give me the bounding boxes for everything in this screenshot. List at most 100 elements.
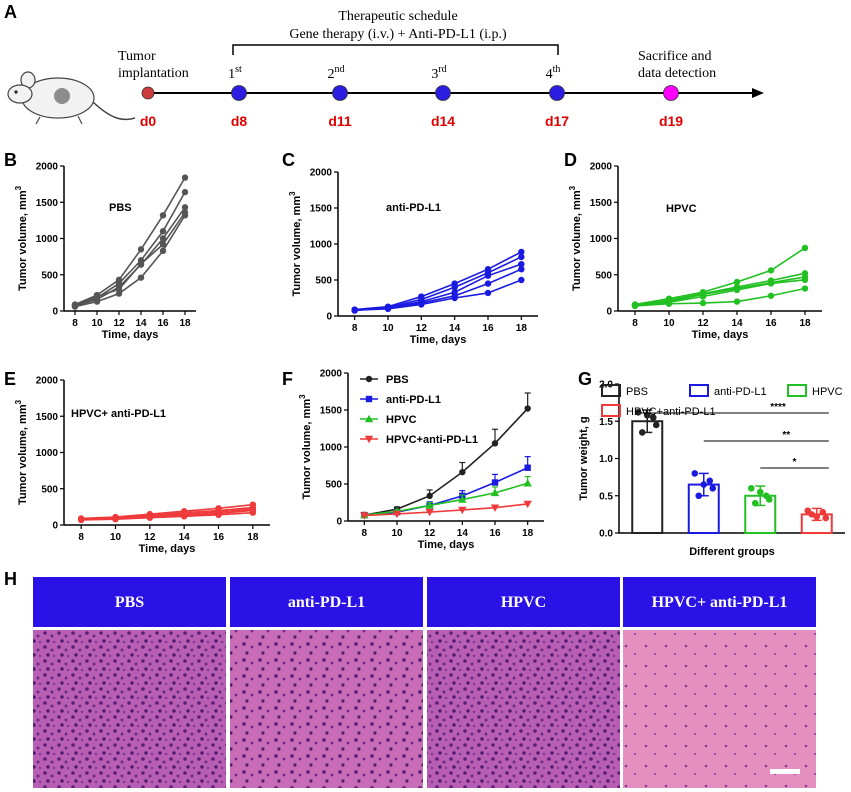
series-line-1 bbox=[634, 272, 806, 306]
timeline-dot-d17 bbox=[549, 85, 565, 101]
dose-labels: 1st 2nd 3rd 4th bbox=[228, 64, 560, 82]
legend-label: HPVC+anti-PD-L1 bbox=[626, 406, 716, 418]
y-tick-label: 1000 bbox=[320, 443, 343, 454]
y-tick-label: 0 bbox=[336, 517, 342, 528]
y-tick-label: 1000 bbox=[36, 234, 59, 245]
data-point bbox=[665, 300, 673, 307]
day-label-d14: d14 bbox=[431, 113, 455, 129]
series-line-4 bbox=[81, 511, 253, 521]
y-tick-label: 0 bbox=[326, 312, 332, 323]
data-point bbox=[801, 244, 809, 252]
legend-label: HPVC+anti-PD-L1 bbox=[386, 434, 478, 446]
data-point bbox=[523, 500, 532, 509]
legend-marker bbox=[364, 435, 374, 444]
y-tick-label: 1500 bbox=[36, 412, 59, 423]
day-label-d0: d0 bbox=[140, 113, 157, 129]
data-point bbox=[518, 266, 525, 273]
chart-e: 0 500 1000 1500 2000 8 10 12 14 16 18 Time, days Tum… bbox=[14, 376, 270, 555]
data-point bbox=[524, 464, 531, 471]
data-point bbox=[652, 421, 660, 429]
x-tick-label: 18 bbox=[799, 318, 811, 329]
y-tick-label: 2000 bbox=[310, 168, 333, 179]
x-tick-label: 12 bbox=[424, 528, 436, 539]
series-line-4 bbox=[634, 287, 806, 307]
data-point bbox=[490, 488, 500, 497]
data-point bbox=[159, 212, 167, 219]
data-point bbox=[700, 481, 708, 488]
histology-image bbox=[230, 630, 423, 788]
y-tick-label: 1.5 bbox=[599, 417, 613, 428]
histology-image bbox=[33, 630, 226, 788]
data-point bbox=[767, 280, 775, 287]
data-point bbox=[351, 307, 358, 314]
dose-label-4: 4th bbox=[546, 64, 561, 82]
data-point bbox=[484, 289, 492, 297]
x-tick-label: 14 bbox=[135, 318, 147, 329]
histology-panel-3: HPVC bbox=[427, 577, 620, 788]
y-tick-label: 1000 bbox=[36, 448, 59, 459]
x-tick-label: 10 bbox=[391, 528, 403, 539]
data-point bbox=[215, 511, 222, 519]
timeline-dots bbox=[141, 85, 679, 101]
y-tick-label: 0 bbox=[606, 307, 612, 318]
legend-label: HPVC bbox=[386, 414, 417, 426]
panel-a: A Therapeutic schedule Gene therapy (i.v… bbox=[4, 2, 764, 129]
data-point bbox=[801, 276, 809, 284]
x-tick-label: 10 bbox=[110, 532, 122, 543]
y-tick-label: 2000 bbox=[320, 369, 343, 380]
data-point bbox=[699, 293, 707, 300]
legend-swatch bbox=[787, 384, 807, 397]
x-axis-label: Time, days bbox=[139, 543, 196, 555]
y-tick-label: 2000 bbox=[36, 376, 59, 387]
y-tick-label: 1500 bbox=[320, 406, 343, 417]
y-tick-label: 0.5 bbox=[599, 491, 613, 502]
x-tick-label: 10 bbox=[663, 318, 675, 329]
histology-panel-4: HPVC+ anti-PD-L1 bbox=[623, 577, 816, 788]
x-tick-label: 10 bbox=[91, 318, 103, 329]
data-point bbox=[425, 508, 434, 517]
y-axis-label: Tumor volume, mm3 bbox=[14, 399, 29, 505]
significance-label: ** bbox=[782, 430, 790, 441]
data-point bbox=[451, 284, 458, 291]
data-point bbox=[384, 305, 392, 312]
data-point bbox=[71, 303, 79, 310]
data-point bbox=[491, 440, 499, 447]
data-point bbox=[643, 411, 651, 419]
data-point bbox=[459, 468, 466, 476]
data-point bbox=[691, 470, 699, 477]
timeline-dot-d0 bbox=[141, 86, 155, 100]
legend-label: PBS bbox=[386, 374, 409, 386]
data-point bbox=[518, 253, 525, 261]
timeline-dot-d19 bbox=[663, 85, 679, 101]
series-line-4 bbox=[354, 279, 522, 312]
x-tick-label: 18 bbox=[179, 318, 191, 329]
y-axis-label: Tumor weight, g bbox=[578, 416, 590, 500]
data-point bbox=[490, 504, 500, 512]
data-point bbox=[249, 509, 257, 516]
panel-letter-h: H bbox=[4, 569, 17, 589]
y-axis-label: Tumor volume, mm3 bbox=[288, 191, 303, 297]
x-tick-label: 16 bbox=[489, 528, 501, 539]
legend-marker bbox=[365, 375, 373, 383]
histology-header bbox=[33, 577, 226, 627]
data-point bbox=[767, 292, 775, 299]
histology-panels: PBS anti-PD-L1 HPVC HPVC+ anti-PD-L1 bbox=[33, 577, 816, 788]
dose-label-3: 3rd bbox=[431, 64, 446, 82]
panel-letter-f: F bbox=[282, 369, 293, 389]
data-point bbox=[518, 248, 525, 256]
series-line-1 bbox=[364, 466, 528, 516]
data-point bbox=[137, 274, 145, 281]
data-point bbox=[137, 260, 145, 268]
data-point bbox=[638, 429, 646, 436]
panel-letter-d: D bbox=[564, 150, 577, 170]
x-tick-label: 16 bbox=[482, 323, 494, 334]
timeline-arrow-icon bbox=[752, 88, 764, 98]
data-point bbox=[491, 479, 499, 486]
panel-letter-a: A bbox=[4, 2, 17, 22]
data-point bbox=[699, 299, 707, 307]
data-point bbox=[518, 276, 525, 284]
series-line-2 bbox=[354, 263, 522, 311]
x-tick-label: 8 bbox=[352, 323, 358, 334]
